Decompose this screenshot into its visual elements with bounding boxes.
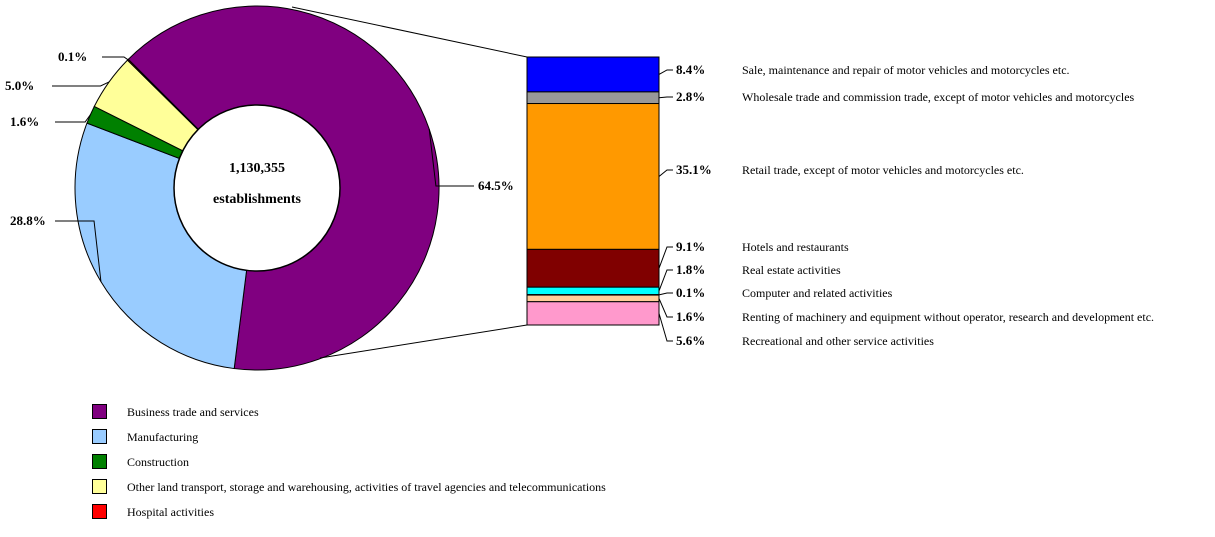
bar-segment-5 xyxy=(526,286,660,296)
bar-leader-line-2 xyxy=(658,96,673,99)
connector-bottom xyxy=(319,324,528,359)
bar-segment-label-5: Real estate activities xyxy=(742,263,841,277)
bar-segment-label-1: Sale, maintenance and repair of motor ve… xyxy=(742,63,1070,77)
pie-leader-line-4 xyxy=(52,81,110,87)
bar-segment-label-4: Hotels and restaurants xyxy=(742,240,849,254)
pie-leader-line-1 xyxy=(428,128,474,187)
bar-segment-value-4: 9.1% xyxy=(676,239,705,254)
bar-leader-line-8 xyxy=(658,313,673,342)
bar-segment-value-2: 2.8% xyxy=(676,89,705,104)
bar-segment-2 xyxy=(526,91,660,105)
pie-leader-line-3 xyxy=(55,114,91,123)
legend-label: Construction xyxy=(127,455,189,469)
stacked-bar-chart: 8.4% Sale, maintenance and repair of moto… xyxy=(526,56,1154,348)
pie-slice-label-3: 1.6% xyxy=(10,114,39,129)
pie-leader-line-5 xyxy=(102,56,129,61)
legend-swatch xyxy=(92,429,107,444)
bar-segment-label-8: Recreational and other service activitie… xyxy=(742,334,934,348)
legend-label: Hospital activities xyxy=(127,505,214,519)
center-label-line-1: 1,130,355 xyxy=(229,161,285,176)
chart-svg: 64.5% 28.8% 1.6% 5.0% 0.1% 8.4% Sale, mainten… xyxy=(5,5,1154,371)
legend-swatch xyxy=(92,479,107,494)
bar-segment-8 xyxy=(526,301,660,326)
bar-leader-line-5 xyxy=(658,269,673,292)
connector-top xyxy=(291,6,528,58)
donut-hole xyxy=(173,104,341,272)
legend-label: Other land transport, storage and wareho… xyxy=(127,480,606,494)
legend-swatch xyxy=(92,454,107,469)
bar-leader-line-4 xyxy=(658,246,673,269)
bar-segment-value-7: 1.6% xyxy=(676,309,705,324)
pie-leader-line-2 xyxy=(55,220,102,282)
bar-segment-value-3: 35.1% xyxy=(676,162,712,177)
pie-slice-label-5: 0.1% xyxy=(58,49,87,64)
bar-segment-3 xyxy=(526,103,660,250)
legend-swatch xyxy=(92,504,107,519)
bar-segment-value-1: 8.4% xyxy=(676,62,705,77)
bar-segment-label-2: Wholesale trade and commission trade, ex… xyxy=(742,90,1135,104)
pie-slice-label-4: 5.0% xyxy=(5,78,34,93)
bar-segment-4 xyxy=(526,248,660,288)
bar-segment-label-7: Renting of machinery and equipment witho… xyxy=(742,310,1154,324)
bar-segment-7 xyxy=(526,294,660,303)
bar-segment-label-3: Retail trade, except of motor vehicles a… xyxy=(742,163,1024,177)
center-label-line-2: establishments xyxy=(213,192,301,207)
bar-segment-value-5: 1.8% xyxy=(676,262,705,277)
explode-connectors xyxy=(291,6,528,359)
pie-slice-label-1: 64.5% xyxy=(478,178,514,193)
bar-segment-value-8: 5.6% xyxy=(676,333,705,348)
legend-label: Manufacturing xyxy=(127,430,199,444)
bar-segment-1 xyxy=(526,56,660,93)
bar-leader-line-1 xyxy=(658,69,673,75)
bar-leader-line-6 xyxy=(658,292,673,296)
pie-slice-label-2: 28.8% xyxy=(10,213,46,228)
bar-leader-line-7 xyxy=(658,298,673,318)
donut-chart: 64.5% 28.8% 1.6% 5.0% 0.1% xyxy=(5,5,514,371)
legend-label: Business trade and services xyxy=(127,405,259,419)
bar-segment-label-6: Computer and related activities xyxy=(742,286,893,300)
bar-segment-value-6: 0.1% xyxy=(676,285,705,300)
bar-leader-line-3 xyxy=(658,169,673,177)
legend-swatch xyxy=(92,404,107,419)
